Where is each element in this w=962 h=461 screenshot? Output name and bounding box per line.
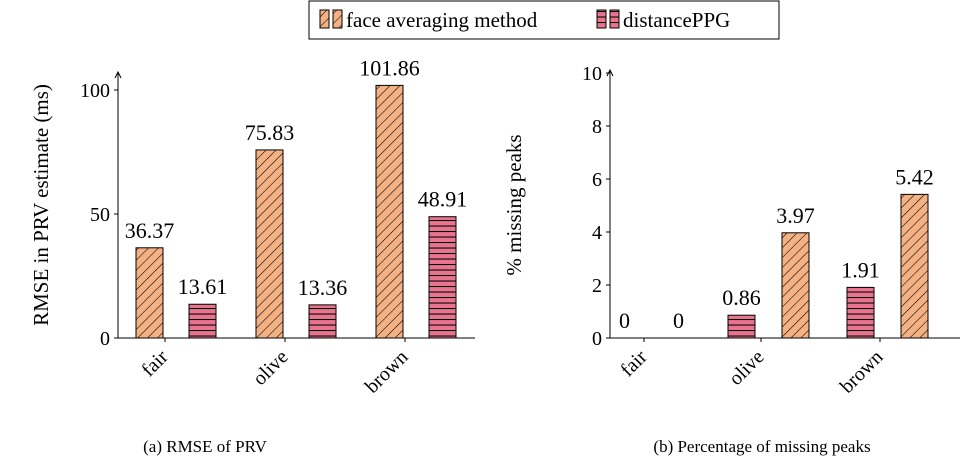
bar-brown-2-value-label: 5.42 — [895, 164, 934, 189]
legend-swatch-face-averaging-2 — [332, 9, 343, 29]
bar-brown-distanceppg-value-label: 48.91 — [418, 187, 468, 212]
bar-olive-2 — [781, 232, 810, 339]
bar-olive-face-averaging-value-label: 75.83 — [245, 120, 295, 145]
y-tick-label: 100 — [80, 80, 110, 102]
legend-label-distanceppg: distancePPG — [623, 8, 730, 32]
y-axis-arrow — [606, 68, 614, 77]
x-tick-label: brown — [361, 346, 413, 398]
y-tick-label: 4 — [592, 222, 602, 244]
bar-olive-face-averaging — [255, 149, 284, 339]
legend-box — [308, 0, 780, 40]
x-tick-label: olive — [249, 346, 293, 390]
legend-swatch-distanceppg-2 — [609, 9, 620, 29]
bar-brown-face-averaging — [375, 84, 404, 339]
bar-olive-distanceppg — [308, 304, 337, 339]
bar-brown-1-value-label: 1.91 — [841, 257, 880, 282]
bar-olive-distanceppg-value-label: 13.36 — [298, 275, 348, 300]
caption-b: (b) Percentage of missing peaks — [653, 437, 870, 456]
bar-olive-2-value-label: 3.97 — [776, 203, 815, 228]
legend-swatch-distanceppg-1 — [596, 9, 607, 29]
y-tick-label: 10 — [582, 63, 602, 85]
bar-olive-1-value-label: 0.86 — [722, 285, 761, 310]
y-axis-label-rmse: RMSE in PRV estimate (ms) — [29, 84, 53, 326]
y-tick-label: 50 — [90, 204, 110, 226]
chart-rmse: RMSE in PRV estimate (ms) 0 50 100 36.37 13… — [29, 55, 475, 456]
y-tick-label: 2 — [592, 275, 602, 297]
bar-olive-1 — [727, 314, 756, 339]
y-tick-label: 0 — [592, 328, 602, 350]
y-axis-arrow — [114, 70, 122, 79]
bar-fair-face-averaging — [135, 247, 164, 339]
bar-fair-distanceppg — [188, 303, 217, 339]
y-tick-label: 8 — [592, 116, 602, 138]
bar-fair-distanceppg-value-label: 13.61 — [178, 274, 228, 299]
y-axis-label-missing-peaks: % missing peaks — [502, 134, 526, 275]
caption-a: (a) RMSE of PRV — [143, 437, 268, 456]
x-tick-label: olive — [725, 346, 769, 390]
bar-fair-face-averaging-value-label: 36.37 — [125, 218, 175, 243]
bar-brown-face-averaging-value-label: 101.86 — [359, 55, 420, 80]
legend: face averaging method distancePPG — [308, 0, 780, 40]
bar-brown-distanceppg — [428, 216, 457, 339]
x-tick-label: fair — [137, 346, 172, 381]
y-tick-label: 6 — [592, 169, 602, 191]
y-tick-label: 0 — [100, 328, 110, 350]
x-tick-label: fair — [616, 346, 651, 381]
bar-brown-1 — [846, 286, 875, 339]
legend-swatch-face-averaging-1 — [319, 9, 330, 29]
bar-fair-1-value-label: 0 — [619, 308, 630, 333]
legend-label-face-averaging: face averaging method — [346, 8, 538, 32]
bar-fair-2-value-label: 0 — [673, 308, 684, 333]
x-tick-label: brown — [836, 346, 888, 398]
bar-brown-2 — [900, 193, 929, 339]
